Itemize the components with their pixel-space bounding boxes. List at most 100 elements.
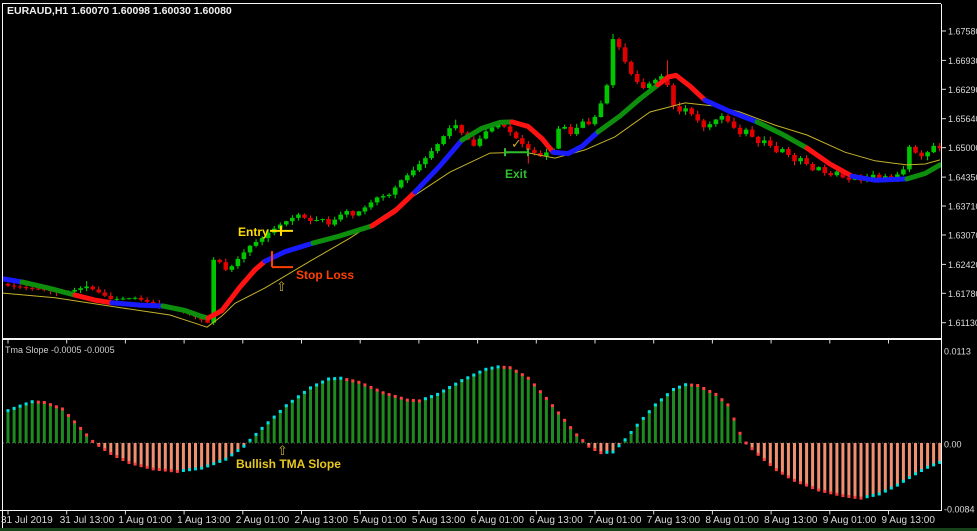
price-axis-label: 1.63070 xyxy=(948,231,977,241)
candle xyxy=(689,108,694,115)
candle xyxy=(217,259,222,263)
entry-label[interactable]: Entry xyxy=(238,225,269,239)
time-axis-label: 2 Aug 13:00 xyxy=(295,515,349,526)
histogram-bar xyxy=(79,428,83,443)
slope-dot xyxy=(321,380,325,384)
histogram-bar xyxy=(726,404,730,443)
histogram-bar xyxy=(145,443,149,468)
histogram-bar xyxy=(67,415,70,443)
slope-dot xyxy=(538,390,542,394)
candle xyxy=(356,211,362,216)
histogram-bar xyxy=(484,369,488,443)
histogram-bar xyxy=(411,400,415,443)
entry-up-arrow-icon[interactable]: ⇧ xyxy=(276,279,287,294)
histogram-bar xyxy=(466,377,470,443)
candle xyxy=(513,132,519,139)
candle xyxy=(798,158,803,162)
indicator-title: Tma Slope -0.0005 -0.0005 xyxy=(5,345,115,355)
histogram-bar xyxy=(48,404,52,443)
histogram-bar xyxy=(665,394,669,443)
slope-dot xyxy=(799,481,802,485)
panel-divider[interactable] xyxy=(2,338,941,340)
histogram-bar xyxy=(181,443,185,471)
slope-dot xyxy=(242,444,246,448)
slope-dot xyxy=(599,451,603,455)
time-axis[interactable]: 31 Jul 2019 31 Jul 13:00 1 Aug 01:00 1 Aug … xyxy=(1,340,935,526)
price-axis-label: 1.63710 xyxy=(948,202,977,212)
histogram-bar xyxy=(151,443,155,469)
slope-dot xyxy=(405,398,409,402)
candle xyxy=(441,136,446,144)
tma-segment-red xyxy=(72,292,115,306)
candle xyxy=(36,288,41,290)
candle xyxy=(380,196,386,198)
slope-dot xyxy=(278,409,282,413)
bullish-tma-label[interactable]: Bullish TMA Slope xyxy=(236,457,341,471)
histogram-bar xyxy=(490,368,494,443)
slope-dot xyxy=(938,460,941,464)
histogram-bar xyxy=(290,401,294,443)
candle xyxy=(223,262,229,270)
slope-dot xyxy=(315,383,319,387)
slope-dot xyxy=(883,489,887,493)
histogram-bar xyxy=(454,384,458,443)
histogram-bar xyxy=(532,384,536,443)
slope-dot xyxy=(762,458,766,461)
slope-dot xyxy=(448,386,452,389)
tma-segment-red xyxy=(509,119,556,155)
histogram-bar xyxy=(696,385,700,443)
histogram-bar xyxy=(877,443,881,494)
candle xyxy=(417,164,422,171)
candle xyxy=(677,106,682,112)
candle xyxy=(592,116,598,125)
slope-dot xyxy=(920,469,923,472)
histogram-bar xyxy=(393,396,397,443)
slope-dot xyxy=(829,491,833,495)
price-axis-label: 1.61780 xyxy=(948,289,977,299)
bullish-up-arrow-icon[interactable]: ⇧ xyxy=(277,443,288,458)
candle xyxy=(538,153,543,157)
candle xyxy=(211,259,216,323)
histogram-bar xyxy=(472,375,476,443)
histogram-bar xyxy=(659,399,663,443)
slope-dot xyxy=(702,387,706,390)
main-price-panel[interactable] xyxy=(0,33,942,328)
time-axis-label: 6 Aug 01:00 xyxy=(471,515,525,526)
histogram-bar xyxy=(478,372,482,443)
histogram-bar xyxy=(526,378,530,443)
slope-dot xyxy=(914,472,917,476)
slope-dot xyxy=(478,370,482,374)
candle xyxy=(350,211,356,216)
candle xyxy=(768,140,773,146)
histogram-bar xyxy=(230,443,234,455)
candle xyxy=(683,108,688,112)
histogram-bar xyxy=(538,391,542,443)
histogram-bar xyxy=(260,428,264,443)
time-axis-label: 7 Aug 13:00 xyxy=(647,515,701,526)
stop-loss-label[interactable]: Stop Loss xyxy=(296,268,354,282)
candle xyxy=(810,164,815,171)
slope-dot xyxy=(526,376,530,380)
price-axis[interactable]: 1.67580 1.66930 1.66290 1.65640 1.65000 1.643… xyxy=(941,27,977,329)
slope-dot xyxy=(351,379,355,383)
candle xyxy=(96,289,102,293)
candle xyxy=(586,121,592,125)
slope-dot xyxy=(54,405,58,409)
histogram-bar xyxy=(938,443,941,463)
slope-dot xyxy=(181,469,185,472)
exit-check-icon[interactable]: ✓ xyxy=(511,136,522,151)
tma-slope-panel[interactable] xyxy=(3,365,941,500)
histogram-bar xyxy=(212,443,216,464)
histogram-bar xyxy=(405,400,409,443)
tma-segment-green xyxy=(459,119,515,143)
histogram-bar xyxy=(932,443,936,465)
exit-label[interactable]: Exit xyxy=(505,167,527,181)
candle xyxy=(108,295,114,300)
candle xyxy=(459,125,464,133)
slope-dot xyxy=(369,386,373,389)
candle xyxy=(132,297,138,299)
slope-dot xyxy=(302,390,306,394)
candle xyxy=(296,214,301,218)
candle xyxy=(828,173,834,176)
slope-dot xyxy=(417,399,421,403)
